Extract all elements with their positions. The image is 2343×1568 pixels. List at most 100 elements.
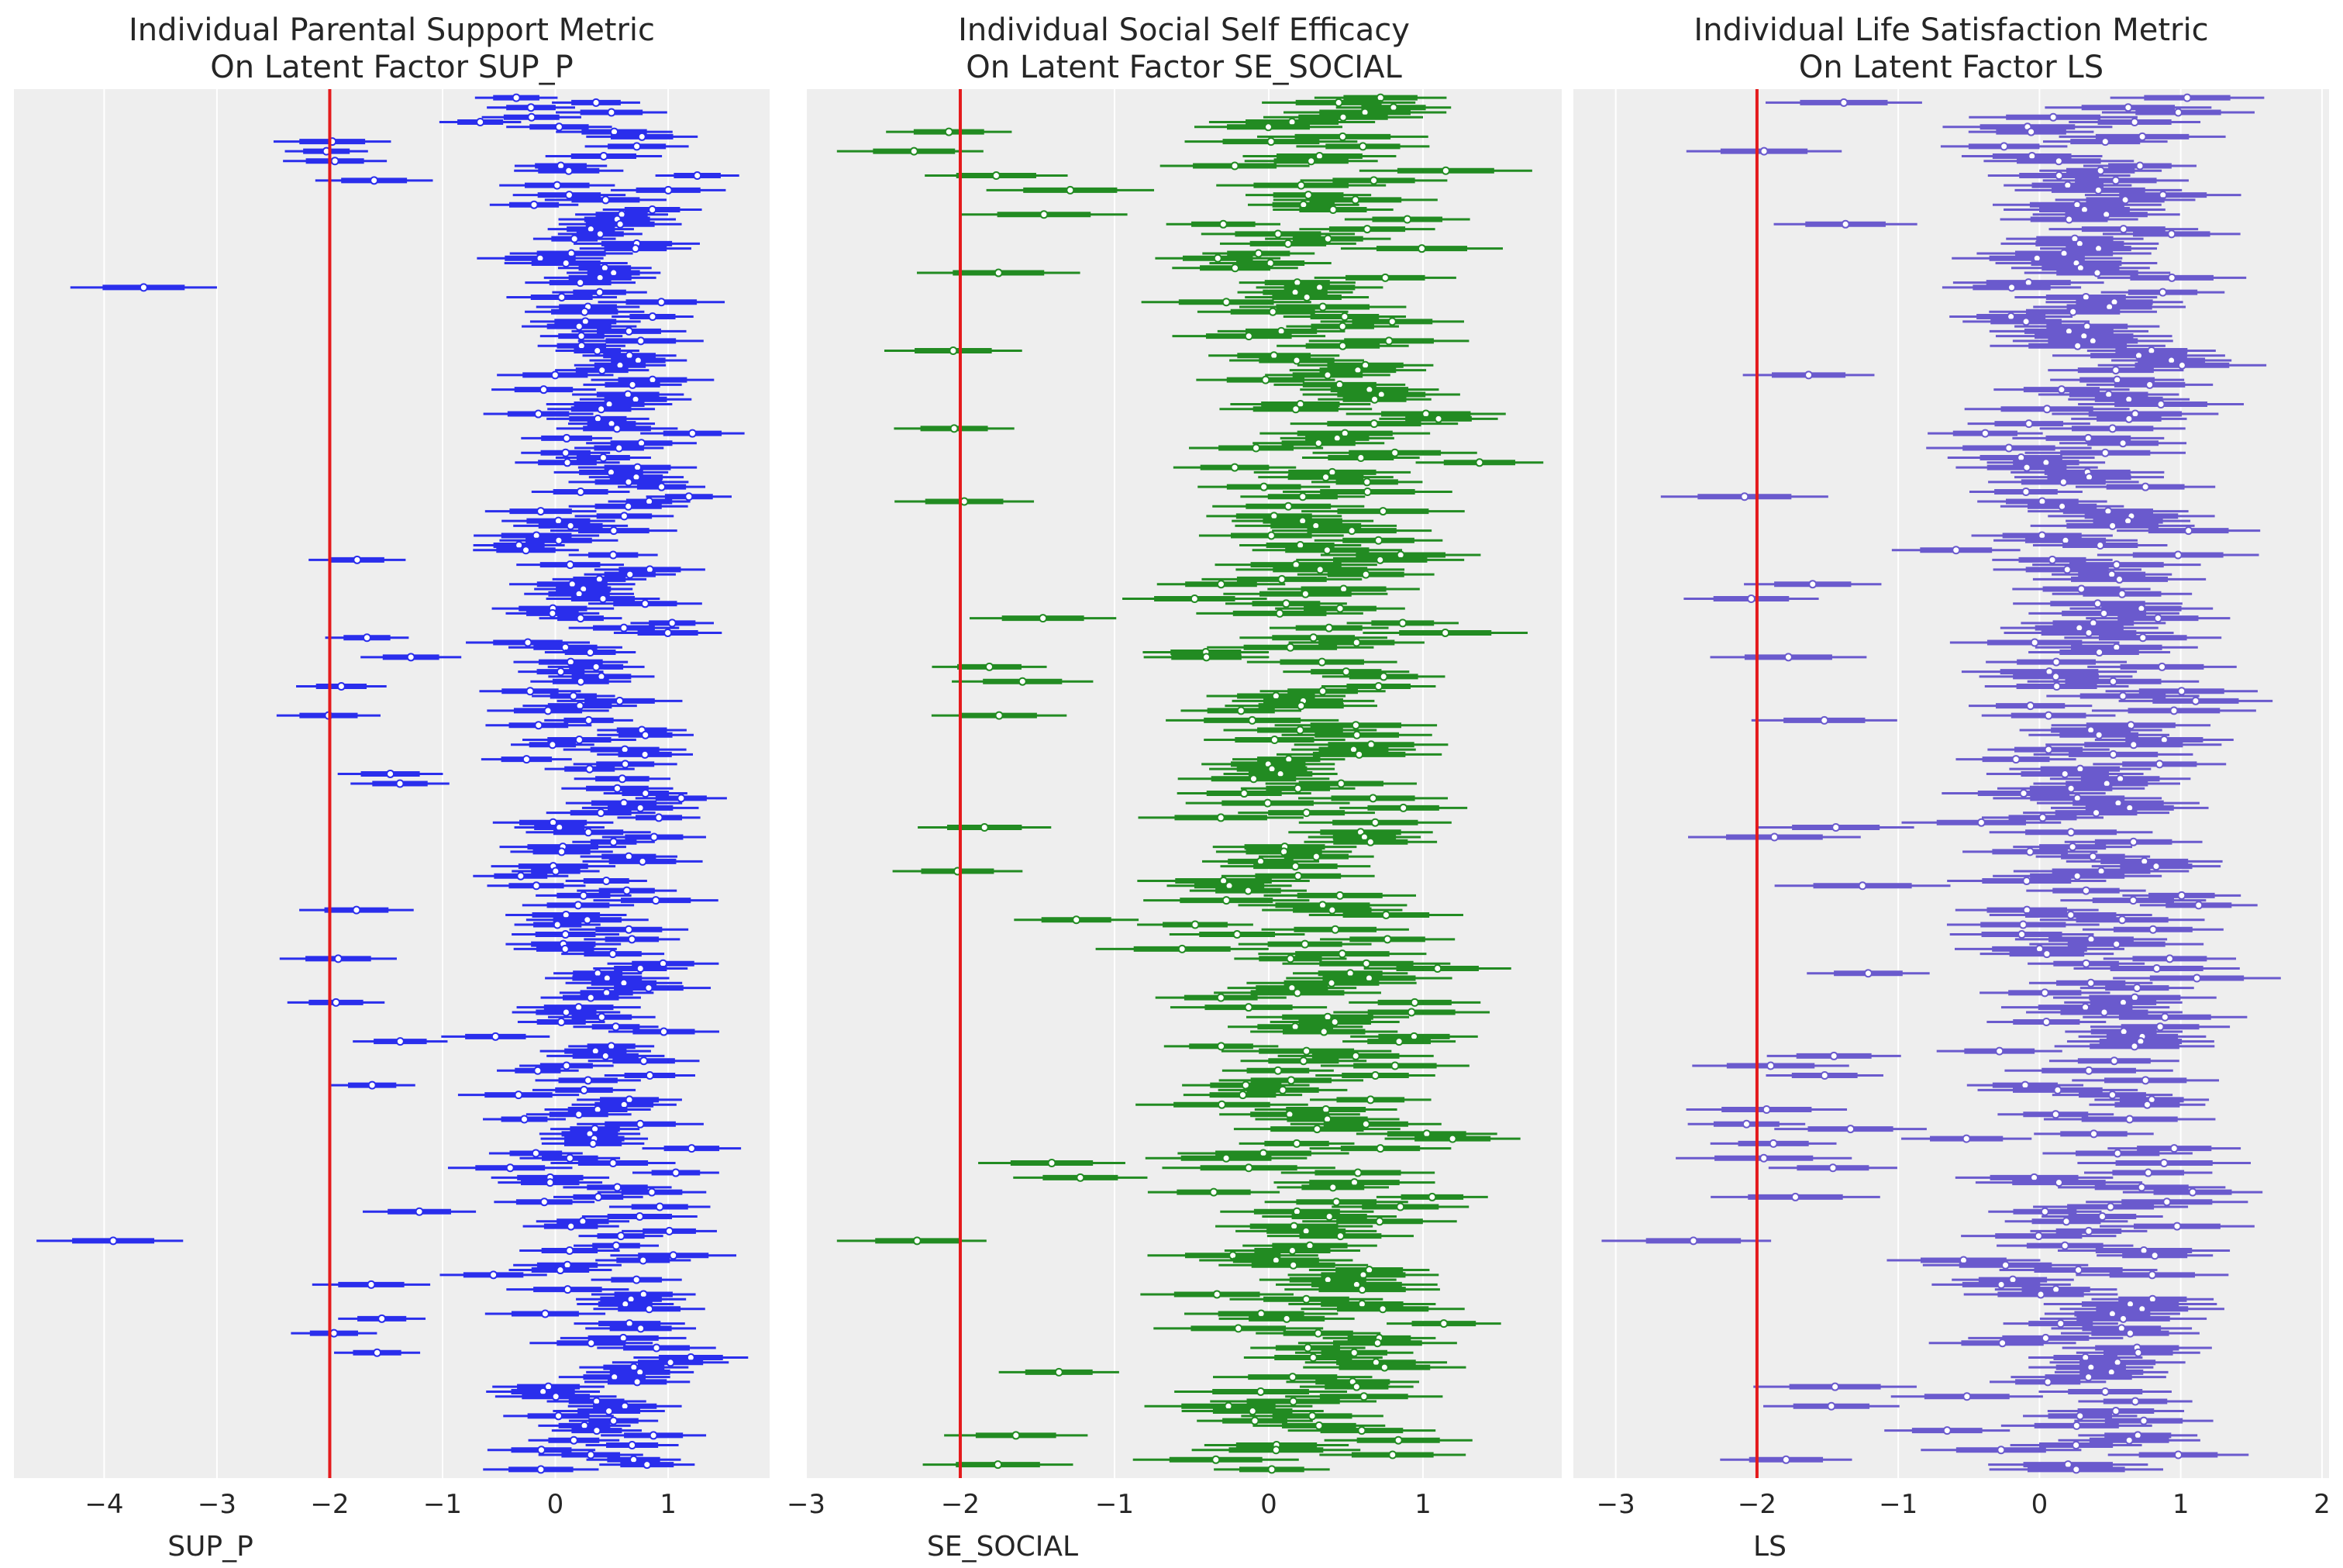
median-point xyxy=(1243,886,1252,895)
individual-interval xyxy=(334,1348,421,1357)
median-point xyxy=(615,219,625,229)
individual-interval xyxy=(586,132,698,141)
individual-interval xyxy=(576,1294,687,1304)
panel-title-line-1: Individual Parental Support Metric xyxy=(129,12,655,48)
individual-interval xyxy=(1259,1275,1397,1284)
individual-interval xyxy=(1986,458,2106,467)
median-point xyxy=(597,405,606,414)
individual-interval xyxy=(1297,360,1434,370)
median-point xyxy=(1380,273,1390,282)
median-point xyxy=(1202,653,1211,662)
individual-interval xyxy=(586,984,712,993)
median-point xyxy=(598,453,608,463)
median-point xyxy=(648,205,657,214)
individual-interval xyxy=(1137,920,1253,929)
individual-interval xyxy=(1238,939,1372,949)
individual-interval xyxy=(1302,453,1420,463)
individual-interval xyxy=(544,648,636,657)
median-point xyxy=(1363,487,1372,496)
individual-interval xyxy=(2049,774,2191,784)
individual-interval xyxy=(567,1401,682,1411)
individual-interval xyxy=(1333,1008,1490,1017)
individual-interval xyxy=(1220,1207,1374,1216)
individual-interval xyxy=(2032,574,2207,584)
individual-interval xyxy=(1298,794,1449,803)
individual-interval xyxy=(544,764,635,774)
median-point xyxy=(576,614,585,623)
median-point xyxy=(2048,555,2057,564)
individual-interval xyxy=(540,993,641,1002)
individual-interval xyxy=(1159,161,1310,171)
individual-interval xyxy=(1942,283,2082,292)
individual-interval xyxy=(2039,915,2205,925)
individual-interval xyxy=(545,974,670,983)
median-point xyxy=(2084,628,2093,637)
median-point xyxy=(2138,633,2148,643)
individual-interval xyxy=(2000,215,2138,224)
median-point xyxy=(2119,225,2128,234)
individual-interval xyxy=(577,336,704,346)
median-point xyxy=(522,755,531,764)
individual-interval xyxy=(555,366,649,375)
individual-interval xyxy=(1321,672,1445,681)
individual-interval xyxy=(2042,1212,2163,1222)
individual-interval xyxy=(1319,1450,1466,1459)
median-point xyxy=(2034,1232,2043,1241)
median-point xyxy=(539,385,548,395)
individual-interval xyxy=(2030,1226,2148,1235)
individual-interval xyxy=(1961,667,2138,677)
individual-interval xyxy=(1216,181,1387,190)
individual-interval xyxy=(1242,1241,1377,1250)
median-point xyxy=(586,1450,595,1459)
median-point xyxy=(1072,915,1081,925)
median-point xyxy=(367,1080,377,1090)
median-point xyxy=(2155,760,2164,769)
median-point xyxy=(949,424,959,433)
individual-interval xyxy=(1884,1426,2011,1435)
individual-interval xyxy=(1261,925,1409,934)
median-point xyxy=(370,176,379,185)
x-tick-label: −1 xyxy=(1879,1489,1917,1520)
individual-interval xyxy=(477,253,604,263)
individual-interval xyxy=(1224,1246,1361,1255)
median-point xyxy=(637,132,646,141)
individual-interval xyxy=(2090,1022,2231,1032)
individual-interval xyxy=(2117,526,2261,536)
individual-interval xyxy=(1296,555,1465,564)
individual-interval xyxy=(550,526,677,536)
x-tick-label: 1 xyxy=(1414,1489,1432,1520)
individual-interval xyxy=(525,1110,632,1119)
median-point xyxy=(994,711,1004,720)
individual-interval xyxy=(1225,701,1377,711)
median-point xyxy=(2096,540,2105,550)
individual-interval xyxy=(1984,681,2129,691)
individual-interval xyxy=(585,1324,697,1333)
median-point xyxy=(1783,653,1793,662)
median-point xyxy=(560,944,570,953)
median-point xyxy=(1439,1319,1449,1328)
individual-interval xyxy=(1949,930,2094,939)
individual-interval xyxy=(1963,1290,2118,1299)
individual-interval xyxy=(597,725,687,735)
median-point xyxy=(612,784,622,793)
median-point xyxy=(2112,939,2121,949)
median-point xyxy=(2093,268,2102,277)
median-point xyxy=(1216,580,1225,589)
individual-interval xyxy=(522,322,637,331)
median-point xyxy=(1250,1416,1259,1425)
median-point xyxy=(1039,614,1048,623)
individual-interval xyxy=(1774,1125,1927,1134)
median-point xyxy=(1286,954,1295,963)
individual-interval xyxy=(2086,380,2214,389)
individual-interval xyxy=(1095,944,1269,953)
individual-interval xyxy=(1163,1042,1279,1051)
median-point xyxy=(491,1032,500,1041)
individual-interval xyxy=(2028,507,2189,516)
individual-interval xyxy=(546,400,673,409)
median-point xyxy=(2065,215,2074,224)
median-point xyxy=(1820,1071,1829,1080)
median-point xyxy=(566,560,575,570)
individual-interval xyxy=(547,662,645,671)
median-point xyxy=(1299,1056,1308,1066)
individual-interval xyxy=(513,521,629,530)
